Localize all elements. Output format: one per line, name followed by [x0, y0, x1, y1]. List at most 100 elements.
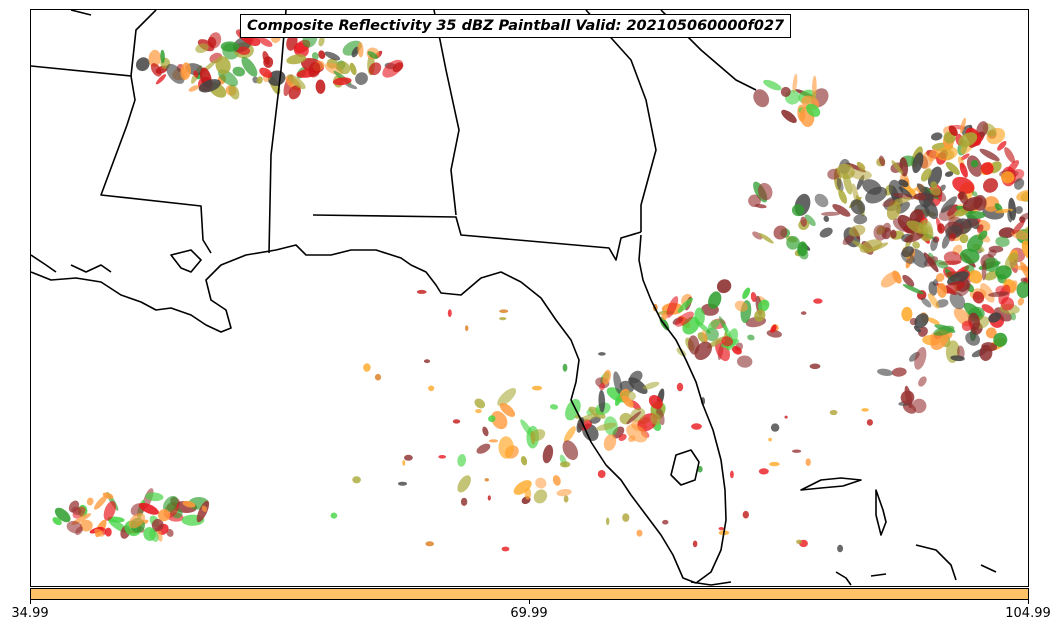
reflectivity-blob: [742, 287, 751, 300]
reflectivity-blob: [367, 51, 379, 60]
reflectivity-blob: [933, 325, 955, 336]
reflectivity-blob: [750, 291, 757, 303]
reflectivity-blob: [697, 465, 703, 473]
reflectivity-blob: [768, 437, 772, 442]
reflectivity-blob: [66, 520, 83, 534]
reflectivity-blob: [562, 440, 579, 461]
reflectivity-blob: [166, 63, 185, 84]
reflectivity-blob: [318, 36, 325, 47]
reflectivity-blob: [979, 148, 1000, 162]
reflectivity-blob: [54, 507, 71, 523]
colorbar: [30, 588, 1029, 600]
reflectivity-blob: [923, 197, 939, 220]
reflectivity-blob: [850, 169, 872, 180]
reflectivity-blob: [837, 544, 844, 553]
reflectivity-blob: [661, 312, 668, 321]
reflectivity-blob: [1012, 220, 1025, 235]
reflectivity-blob: [447, 309, 452, 317]
reflectivity-blob: [961, 320, 973, 332]
reflectivity-blob: [981, 304, 995, 314]
reflectivity-blob: [805, 458, 811, 467]
reflectivity-blob: [800, 216, 807, 227]
reflectivity-blob: [800, 311, 807, 315]
reflectivity-blob: [488, 415, 496, 423]
reflectivity-blob: [819, 227, 833, 238]
reflectivity-blob: [780, 86, 791, 97]
reflectivity-blob: [791, 204, 805, 217]
reflectivity-blob: [256, 76, 263, 84]
bahamas-island-4: [980, 564, 997, 573]
reflectivity-blob: [563, 426, 576, 443]
reflectivity-blob: [913, 325, 921, 333]
bahamas-island-3: [915, 544, 957, 581]
reflectivity-blob: [920, 168, 932, 182]
reflectivity-blob: [618, 434, 627, 441]
reflectivity-blob: [71, 506, 82, 515]
reflectivity-blob: [352, 476, 361, 484]
reflectivity-blob: [103, 501, 116, 521]
reflectivity-blob: [742, 510, 749, 519]
reflectivity-blob: [513, 480, 532, 495]
reflectivity-blob: [549, 404, 559, 410]
reflectivity-paintball-layer: [52, 29, 1028, 553]
reflectivity-blob: [968, 270, 983, 284]
reflectivity-blob: [754, 309, 766, 322]
reflectivity-blob: [311, 52, 319, 61]
reflectivity-blob: [86, 497, 94, 506]
reflectivity-blob: [980, 283, 995, 303]
reflectivity-blob: [595, 422, 617, 431]
state-border-alabama-mississippi: [268, 10, 287, 254]
reflectivity-blob: [892, 270, 902, 284]
reflectivity-blob: [351, 46, 360, 58]
reflectivity-blob: [102, 492, 114, 499]
reflectivity-blob: [836, 178, 844, 192]
reflectivity-blob: [198, 79, 221, 93]
state-border-east: [585, 10, 657, 232]
reflectivity-blob: [770, 423, 780, 432]
state-border-georgia-alabama: [433, 10, 460, 216]
reflectivity-blob: [936, 282, 947, 298]
reflectivity-blob: [145, 492, 164, 502]
reflectivity-blob: [980, 162, 994, 175]
reflectivity-blob: [397, 481, 408, 486]
reflectivity-blob: [324, 51, 341, 61]
reflectivity-blob: [891, 160, 904, 175]
reflectivity-blob: [241, 57, 258, 77]
reflectivity-map: [31, 10, 1028, 586]
reflectivity-blob: [1024, 226, 1028, 233]
reflectivity-blob: [258, 37, 273, 47]
reflectivity-blob: [160, 49, 165, 64]
reflectivity-blob: [958, 132, 978, 148]
reflectivity-blob: [1007, 209, 1013, 223]
reflectivity-blob: [1009, 280, 1018, 294]
reflectivity-blob: [927, 293, 940, 309]
reflectivity-blob: [865, 186, 888, 204]
reflectivity-blob: [531, 385, 543, 391]
reflectivity-blob: [814, 193, 829, 208]
reflectivity-blob: [806, 103, 821, 117]
mississippi-delta: [31, 249, 202, 273]
reflectivity-blob: [976, 121, 989, 138]
reflectivity-blob: [487, 495, 491, 501]
reflectivity-blob: [499, 402, 516, 417]
state-border-north: [31, 65, 212, 254]
reflectivity-blob: [945, 161, 960, 175]
reflectivity-blob: [460, 497, 468, 506]
reflectivity-blob: [988, 291, 1010, 297]
reflectivity-blob: [662, 519, 669, 525]
reflectivity-blob: [499, 317, 507, 321]
reflectivity-blob: [993, 332, 1008, 347]
reflectivity-blob: [694, 307, 705, 326]
colorbar-tick-mid: [529, 600, 530, 604]
reflectivity-blob: [856, 161, 866, 171]
colorbar-tick-max: [1028, 600, 1029, 604]
reflectivity-blob: [853, 214, 868, 225]
reflectivity-blob: [94, 495, 108, 510]
reflectivity-blob: [1010, 312, 1017, 321]
reflectivity-blob: [891, 367, 907, 377]
reflectivity-blob: [959, 248, 980, 264]
reflectivity-blob: [692, 540, 698, 548]
reflectivity-blob: [182, 500, 196, 508]
reflectivity-blob: [497, 388, 517, 406]
reflectivity-blob: [457, 454, 467, 467]
